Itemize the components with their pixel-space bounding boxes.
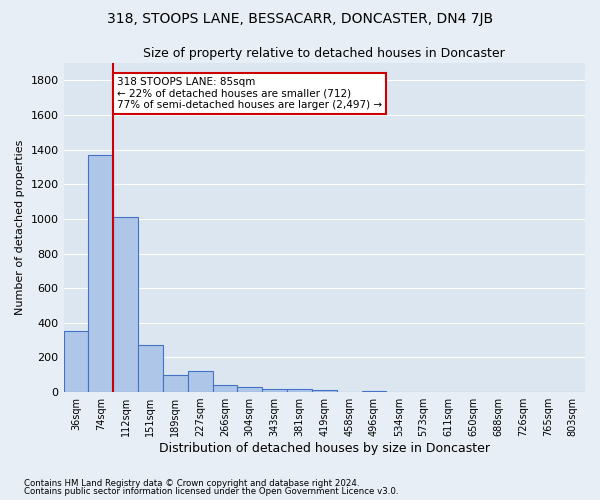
Bar (138, 346, 163, 392)
Text: Contains HM Land Registry data © Crown copyright and database right 2024.: Contains HM Land Registry data © Crown c… (24, 478, 359, 488)
Title: Size of property relative to detached houses in Doncaster: Size of property relative to detached ho… (143, 48, 505, 60)
Bar (113, 217, 138, 392)
Bar (312, 390, 337, 392)
Bar (163, 375, 188, 392)
Bar (64, 332, 88, 392)
Bar (262, 388, 287, 392)
Text: 318, STOOPS LANE, BESSACARR, DONCASTER, DN4 7JB: 318, STOOPS LANE, BESSACARR, DONCASTER, … (107, 12, 493, 26)
Bar (362, 391, 386, 392)
X-axis label: Distribution of detached houses by size in Doncaster: Distribution of detached houses by size … (159, 442, 490, 455)
Y-axis label: Number of detached properties: Number of detached properties (15, 140, 25, 316)
Bar (188, 372, 212, 392)
Bar (212, 385, 238, 392)
Bar (287, 390, 312, 392)
Bar (88, 155, 113, 392)
Text: Contains public sector information licensed under the Open Government Licence v3: Contains public sector information licen… (24, 487, 398, 496)
Bar (238, 387, 262, 392)
Text: 318 STOOPS LANE: 85sqm
← 22% of detached houses are smaller (712)
77% of semi-de: 318 STOOPS LANE: 85sqm ← 22% of detached… (117, 77, 382, 110)
